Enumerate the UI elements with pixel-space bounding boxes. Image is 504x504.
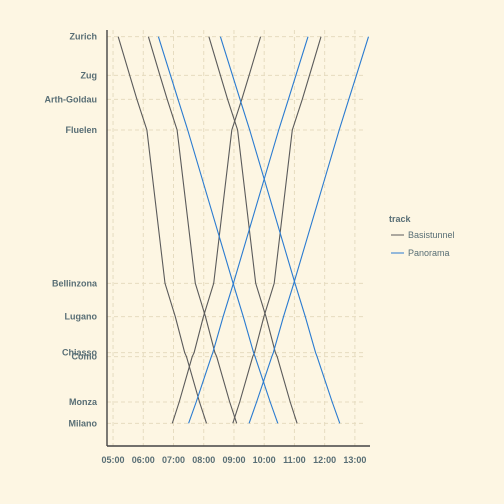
series-line-panorama-train-4	[248, 36, 370, 424]
x-tick-label-5: 10:00	[253, 455, 276, 465]
series-line-basistunnel-train-4	[171, 36, 262, 424]
series-line-panorama-train-3	[188, 36, 309, 424]
y-tick-label-zug: Zug	[81, 70, 98, 80]
x-tick-label-3: 08:00	[192, 455, 215, 465]
x-tick-label-7: 12:00	[313, 455, 336, 465]
y-tick-label-lugano: Lugano	[65, 312, 98, 322]
legend: track Basistunnel Panorama	[389, 214, 455, 258]
x-tick-label-0: 05:00	[102, 455, 125, 465]
y-axis-ticks: Zurich Zug Arth-Goldau Fluelen Bellinzona Lug…	[45, 32, 98, 429]
y-tick-label-chiasso: Chiasso	[62, 348, 98, 358]
series-line-basistunnel-train-3	[208, 36, 298, 424]
y-tick-label-milano: Milano	[69, 418, 98, 428]
y-tick-label-monza: Monza	[69, 397, 98, 407]
y-tick-label-bellinzona: Bellinzona	[52, 278, 98, 288]
y-tick-label-arth-goldau: Arth-Goldau	[45, 94, 98, 104]
axes	[106, 30, 370, 447]
y-tick-label-zurich: Zurich	[69, 32, 97, 42]
x-tick-label-8: 13:00	[343, 455, 366, 465]
series-line-basistunnel-train-5	[232, 36, 322, 424]
y-tick-label-como: Como	[72, 352, 98, 362]
grid-lines	[107, 30, 366, 446]
x-tick-label-4: 09:00	[222, 455, 245, 465]
series-line-basistunnel-train-2	[147, 36, 238, 424]
legend-title: track	[389, 214, 412, 224]
x-tick-label-1: 06:00	[132, 455, 155, 465]
x-axis-ticks: 05:00 06:00 07:00 08:00 09:00 10:00 11:00 12:00…	[102, 455, 367, 465]
legend-label-basistunnel: Basistunnel	[408, 230, 455, 240]
series-line-basistunnel-train-1	[117, 36, 208, 424]
series-line-panorama-train-2	[219, 36, 341, 424]
x-tick-label-2: 07:00	[162, 455, 185, 465]
legend-label-panorama: Panorama	[408, 248, 450, 258]
series-line-panorama-train-1	[157, 36, 279, 424]
y-tick-label-fluelen: Fluelen	[65, 125, 97, 135]
x-tick-label-6: 11:00	[283, 455, 306, 465]
train-lines	[117, 36, 370, 424]
